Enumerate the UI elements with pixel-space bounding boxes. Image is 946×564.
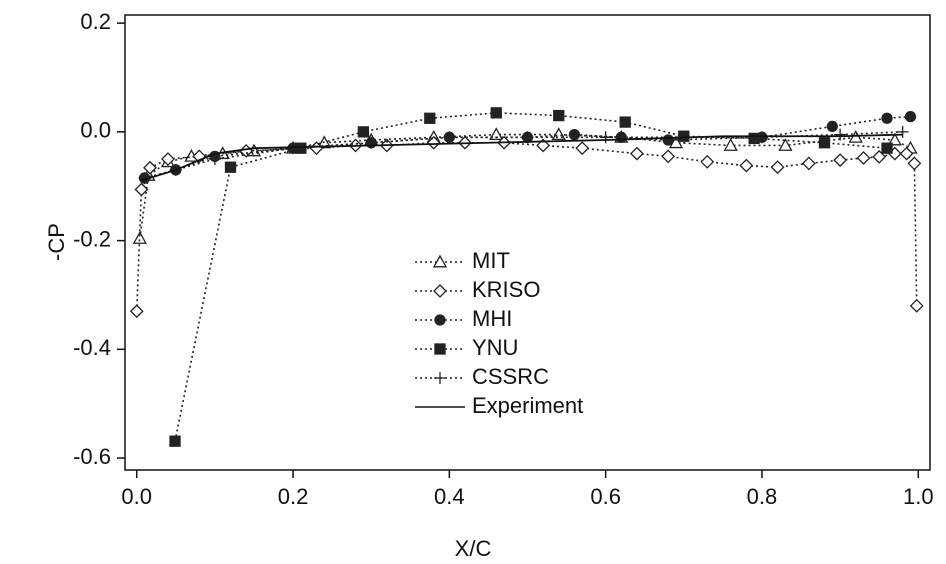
marker: [132, 231, 147, 244]
marker: [896, 125, 909, 138]
x-tick-label: 0.4: [434, 484, 465, 509]
legend-marker: [432, 254, 448, 268]
marker: [143, 160, 157, 175]
marker: [887, 132, 902, 146]
legend-marker: [434, 314, 446, 326]
marker: [134, 182, 149, 197]
marker: [826, 120, 838, 133]
marker: [357, 126, 370, 138]
marker: [907, 156, 922, 171]
y-tick-label: -0.6: [73, 444, 111, 469]
marker: [778, 138, 793, 151]
marker: [161, 152, 175, 166]
marker: [739, 158, 754, 173]
marker: [489, 127, 504, 141]
x-axis-label: X/C: [455, 536, 492, 561]
marker: [169, 435, 181, 447]
marker: [208, 153, 221, 166]
marker: [490, 107, 502, 119]
series-line: [140, 133, 903, 182]
legend-label: MIT: [472, 248, 510, 273]
marker: [723, 138, 738, 151]
legend-label: YNU: [472, 335, 518, 360]
x-tick-label: 1.0: [903, 484, 934, 509]
legend-label: KRISO: [472, 277, 540, 302]
marker: [599, 131, 612, 144]
marker: [833, 153, 848, 168]
marker: [770, 160, 785, 175]
y-tick-label: 0.2: [80, 9, 111, 34]
series-line: [144, 131, 903, 179]
marker: [834, 128, 847, 141]
legend-label: Experiment: [472, 393, 583, 418]
marker: [619, 116, 631, 128]
marker: [424, 112, 436, 124]
y-axis-label: -CP: [44, 223, 69, 261]
marker: [818, 137, 831, 149]
marker: [224, 161, 237, 173]
plot-frame: [124, 14, 931, 471]
y-tick-label: -0.4: [73, 335, 111, 360]
marker: [755, 131, 768, 144]
x-tick-label: 0.6: [590, 484, 621, 509]
y-tick-label: -0.2: [73, 226, 111, 251]
marker: [909, 298, 924, 313]
marker: [365, 136, 378, 149]
legend-label: MHI: [472, 306, 512, 331]
marker: [553, 109, 565, 122]
marker: [443, 131, 456, 144]
marker: [575, 141, 590, 156]
series-line: [174, 112, 888, 442]
marker: [661, 149, 676, 164]
marker: [536, 138, 551, 153]
y-tick-label: 0.0: [80, 118, 111, 143]
legend-label: CSSRC: [472, 364, 549, 389]
marker: [629, 146, 644, 161]
x-tick-label: 0.0: [121, 484, 152, 509]
marker: [700, 154, 715, 169]
series-line: [144, 115, 911, 179]
marker: [881, 142, 893, 154]
legend: MIT KRISO MHI YNU CSSRC Experiment: [415, 248, 583, 418]
marker: [426, 135, 441, 150]
legend-marker: [434, 372, 446, 384]
x-tick-label: 0.8: [747, 484, 778, 509]
marker: [748, 132, 760, 145]
marker: [904, 111, 917, 123]
x-tick-label: 0.2: [278, 484, 309, 509]
legend-marker: [433, 284, 447, 298]
marker: [881, 112, 893, 124]
marker: [856, 151, 871, 165]
marker: [129, 304, 144, 319]
legend-marker: [434, 343, 446, 355]
marker: [801, 156, 816, 171]
marker: [899, 146, 914, 161]
marker: [872, 149, 887, 164]
